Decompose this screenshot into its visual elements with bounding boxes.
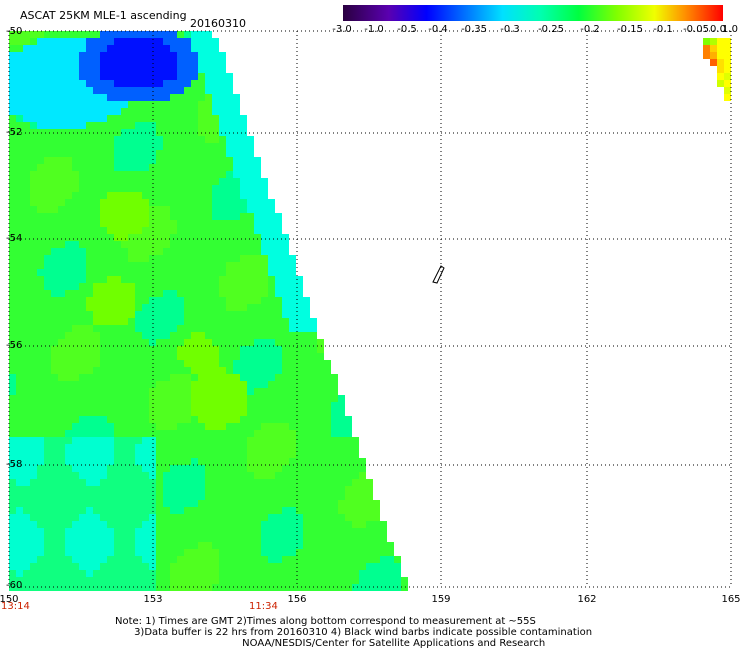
note-line: NOAA/NESDIS/Center for Satellite Applica… (115, 638, 546, 649)
colorbar-labels: -3.0 -1.0 -0.5 -0.4 -0.35 -0.3 -0.25 -0.… (330, 24, 740, 36)
lat-lon-grid (8, 30, 732, 588)
y-tick-label: -60 (6, 580, 23, 591)
cb-label: -0.5 (397, 24, 417, 35)
cb-label: -0.35 (461, 24, 487, 35)
cb-label: -0.3 (500, 24, 520, 35)
y-tick-label: -58 (6, 459, 23, 470)
x-tick-label: 162 (577, 594, 597, 605)
cb-label: -0.05 (683, 24, 709, 35)
cb-label: -3.0 (332, 24, 352, 35)
cb-label: -0.2 (580, 24, 600, 35)
x-tick-label: 165 (721, 594, 740, 605)
y-tick-label: -56 (6, 340, 23, 351)
x-tick-label: 153 (143, 594, 163, 605)
cb-label: -1.0 (364, 24, 384, 35)
time-label: 13:14 (1, 601, 30, 612)
cb-label: -0.15 (617, 24, 643, 35)
colorbar (343, 5, 723, 21)
cb-label: 0.0 (710, 24, 726, 35)
y-tick-label: -52 (6, 127, 23, 138)
x-tick-label: 150 (0, 594, 19, 605)
y-tick-label: -54 (6, 233, 23, 244)
scatterometer-swath (9, 31, 731, 591)
time-label: 11:34 (249, 601, 278, 612)
footnotes: Note: 1) Times are GMT 2)Times along bot… (115, 616, 592, 649)
cb-label: -0.25 (538, 24, 564, 35)
cb-label: -0.4 (428, 24, 448, 35)
y-tick-label: -50 (6, 26, 23, 37)
cb-label: 1.0 (722, 24, 738, 35)
map-date: 20160310 (190, 17, 246, 30)
wind-barb-icon (432, 265, 445, 284)
note-line: Note: 1) Times are GMT 2)Times along bot… (115, 616, 536, 627)
map-title: ASCAT 25KM MLE-1 ascending (20, 9, 187, 22)
note-line: 3)Data buffer is 22 hrs from 20160310 4)… (115, 627, 593, 638)
cb-label: -0.1 (653, 24, 673, 35)
x-tick-label: 159 (431, 594, 451, 605)
x-tick-label: 156 (287, 594, 307, 605)
